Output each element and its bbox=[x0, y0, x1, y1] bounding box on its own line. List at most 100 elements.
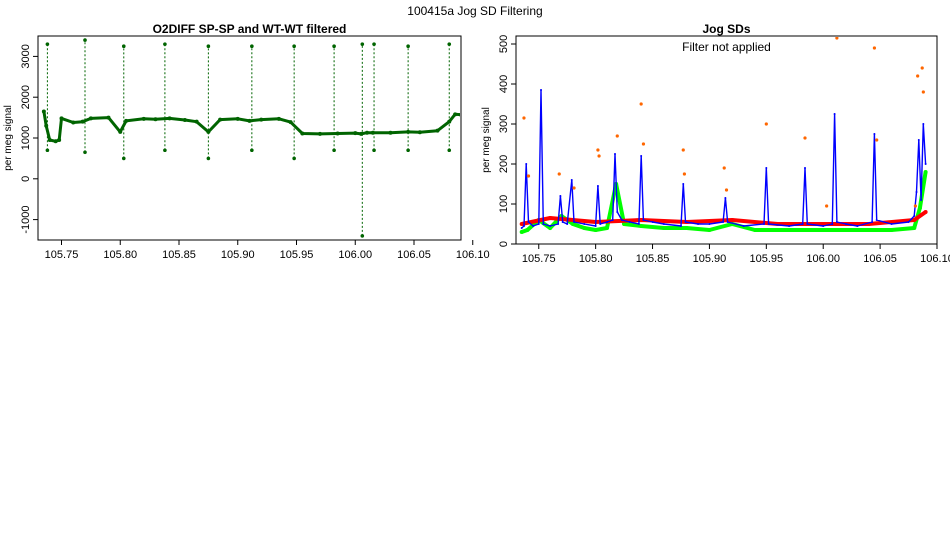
data-point bbox=[453, 112, 458, 117]
right-chart-panel: Jog SDs Filter not applied per meg signal 1… bbox=[481, 22, 950, 265]
data-point bbox=[447, 119, 452, 124]
x-tick-label: 105.85 bbox=[636, 253, 670, 265]
data-point bbox=[41, 109, 46, 114]
y-tick-label: 400 bbox=[498, 75, 510, 93]
x-tick-label: 106.10 bbox=[920, 253, 950, 265]
blue-data-point bbox=[873, 133, 876, 135]
spike-point bbox=[406, 148, 410, 153]
red-data-point bbox=[548, 216, 553, 220]
green-data-point bbox=[912, 226, 917, 230]
data-point bbox=[335, 131, 340, 136]
x-tick-label: 105.85 bbox=[162, 249, 196, 261]
x-tick-label: 105.90 bbox=[693, 253, 727, 265]
blue-data-point bbox=[913, 215, 916, 217]
spike-point bbox=[250, 44, 254, 48]
blue-data-point bbox=[573, 221, 576, 223]
blue-data-point bbox=[722, 221, 725, 223]
data-point bbox=[88, 116, 93, 121]
green-data-point bbox=[707, 228, 712, 232]
blue-data-point bbox=[724, 197, 727, 199]
chart-title: Jog SDs bbox=[702, 22, 750, 36]
outlier-point bbox=[764, 122, 768, 126]
red-data-point bbox=[519, 222, 524, 226]
chart-title: O2DIFF SP-SP and WT-WT filtered bbox=[153, 22, 347, 36]
spike-point bbox=[406, 44, 410, 48]
x-tick-label: 105.80 bbox=[103, 249, 137, 261]
outlier-point bbox=[522, 116, 526, 120]
x-tick-label: 105.75 bbox=[522, 253, 556, 265]
data-point bbox=[57, 138, 62, 143]
left-chart-panel: O2DIFF SP-SP and WT-WT filtered per meg s… bbox=[3, 22, 490, 261]
green-data-point bbox=[917, 206, 922, 210]
spike-point bbox=[292, 156, 296, 161]
blue-data-point bbox=[765, 167, 768, 169]
plot-area bbox=[41, 38, 460, 238]
blue-data-point bbox=[804, 167, 807, 169]
data-point bbox=[47, 138, 52, 143]
data-point bbox=[370, 130, 375, 135]
blue-data-point bbox=[606, 221, 609, 223]
data-point bbox=[71, 120, 76, 125]
outlier-point bbox=[803, 136, 807, 140]
blue-data-point bbox=[527, 221, 530, 223]
green-data-point bbox=[798, 228, 803, 232]
y-tick-label: 500 bbox=[498, 35, 510, 53]
x-tick-label: 105.90 bbox=[221, 249, 255, 261]
blue-data-point bbox=[540, 89, 543, 91]
green-data-point bbox=[684, 226, 689, 230]
blue-data-point bbox=[801, 223, 804, 225]
outlier-point bbox=[722, 166, 726, 170]
y-tick-label: 1000 bbox=[20, 126, 32, 150]
blue-data-point bbox=[594, 225, 597, 227]
green-data-point bbox=[843, 228, 848, 232]
blue-data-point bbox=[557, 223, 560, 225]
data-point bbox=[167, 116, 172, 121]
outlier-point bbox=[596, 148, 600, 152]
outlier-point bbox=[825, 204, 829, 208]
data-point bbox=[194, 119, 199, 124]
data-point bbox=[206, 129, 211, 134]
blue-data-point bbox=[611, 219, 614, 221]
blue-data-point bbox=[831, 223, 834, 225]
x-tick-label: 106.00 bbox=[806, 253, 840, 265]
spike-point bbox=[372, 148, 376, 153]
spike-point bbox=[45, 42, 50, 46]
y-tick-label: 300 bbox=[498, 115, 510, 133]
outlier-point bbox=[724, 188, 729, 192]
spike-point bbox=[83, 38, 87, 42]
plot-area bbox=[519, 37, 928, 234]
data-point bbox=[259, 117, 264, 122]
blue-data-point bbox=[907, 221, 910, 223]
outlier-point bbox=[682, 172, 687, 176]
blue-data-point bbox=[922, 123, 925, 125]
y-tick-label: 2000 bbox=[20, 85, 32, 109]
blue-data-point bbox=[871, 221, 874, 223]
blue-data-point bbox=[642, 219, 645, 221]
outlier-point bbox=[597, 154, 601, 158]
spike-point bbox=[45, 148, 50, 153]
blue-data-point bbox=[522, 225, 525, 227]
spike-point bbox=[447, 148, 452, 153]
green-data-point bbox=[866, 228, 871, 232]
data-point bbox=[388, 130, 393, 135]
blue-data-point bbox=[549, 225, 552, 227]
blue-data-point bbox=[917, 139, 920, 141]
blue-data-point bbox=[566, 223, 569, 225]
blue-data-point bbox=[726, 221, 729, 223]
blue-data-point bbox=[542, 223, 545, 225]
data-point bbox=[318, 131, 322, 136]
y-tick-label: 0 bbox=[20, 176, 32, 182]
green-data-point bbox=[923, 170, 928, 174]
green-data-point bbox=[582, 226, 587, 230]
outlier-point bbox=[526, 174, 531, 178]
green-data-point bbox=[775, 228, 780, 232]
blue-data-point bbox=[763, 223, 766, 225]
x-tick-label: 105.95 bbox=[280, 249, 314, 261]
red-data-point bbox=[639, 218, 644, 222]
green-data-point bbox=[605, 226, 610, 230]
x-tick-label: 105.75 bbox=[45, 249, 79, 261]
data-point bbox=[106, 115, 111, 120]
data-point bbox=[288, 120, 293, 125]
x-tick-label: 106.05 bbox=[863, 253, 897, 265]
blue-data-point bbox=[620, 219, 623, 221]
